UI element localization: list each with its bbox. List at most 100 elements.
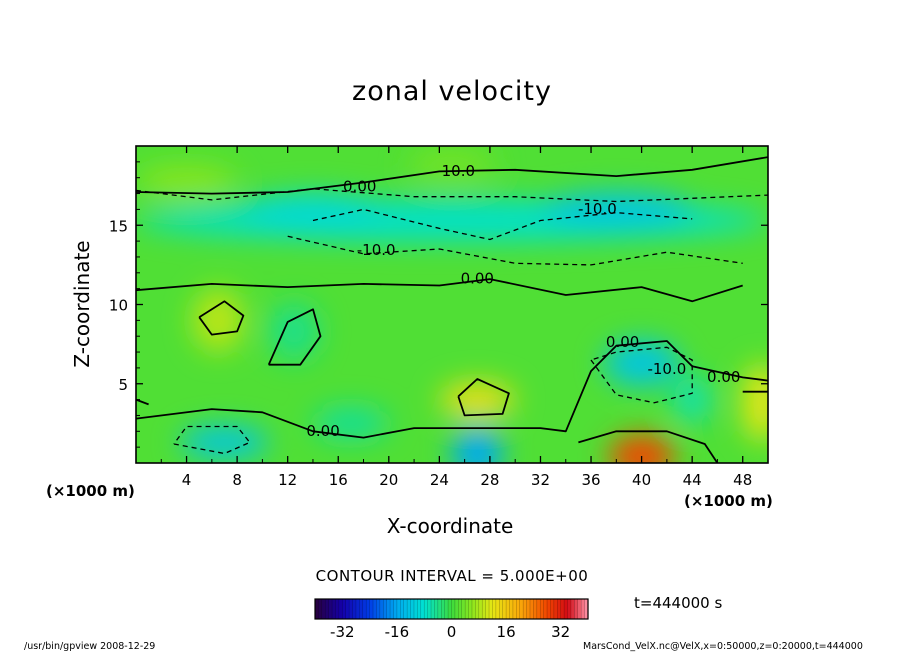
x-tick-label: 36	[581, 471, 600, 489]
colorbar-cell	[431, 599, 436, 619]
contour-label: 0.00	[707, 368, 740, 386]
colorbar-cell	[451, 599, 456, 619]
colorbar-cell	[369, 599, 374, 619]
colorbar-cell	[574, 599, 579, 619]
colorbar-cell	[410, 599, 415, 619]
colorbar-cell	[506, 599, 511, 619]
contour-line	[590, 346, 693, 404]
colorbar-cell	[400, 599, 405, 619]
time-label: t=444000 s	[634, 594, 723, 612]
x-tick-label: 12	[278, 471, 297, 489]
colorbar-cell	[417, 599, 422, 619]
colorbar-cell	[379, 599, 384, 619]
colorbar-tick-label: 0	[447, 623, 457, 641]
y-tick-label: 15	[109, 217, 128, 235]
colorbar-tick-label: -32	[330, 623, 355, 641]
colorbar-cell	[536, 599, 541, 619]
contour-line	[136, 398, 149, 406]
colorbar-cell	[342, 599, 347, 619]
colorbar-cell	[516, 599, 521, 619]
contour-line	[578, 430, 719, 463]
colorbar-cell	[482, 599, 487, 619]
field-region	[268, 302, 320, 360]
colorbar-cell	[550, 599, 555, 619]
colorbar-cell	[471, 599, 476, 619]
x-tick-label: 24	[430, 471, 449, 489]
field-region	[136, 166, 238, 196]
colorbar-cell	[543, 599, 548, 619]
colorbar-cell	[393, 599, 398, 619]
colorbar-cell	[523, 599, 528, 619]
colorbar-cell	[468, 599, 473, 619]
colorbar-tick-label: -16	[385, 623, 410, 641]
colorbar-cell	[475, 599, 480, 619]
contour-label: 0.00	[343, 178, 376, 196]
colorbar-cell	[448, 599, 453, 619]
colorbar-cell	[318, 599, 323, 619]
colorbar-cell	[352, 599, 357, 619]
field-region	[180, 426, 269, 459]
colorbar-cell	[495, 599, 500, 619]
colorbar-cell	[390, 599, 395, 619]
x-axis-unit: (×1000 m)	[684, 492, 773, 510]
colorbar-cell	[321, 599, 326, 619]
colorbar-cell	[519, 599, 524, 619]
x-tick-label: 8	[232, 471, 242, 489]
contour-line	[136, 340, 768, 439]
field-region	[312, 407, 389, 440]
colorbar-cell	[492, 599, 497, 619]
colorbar-cell	[362, 599, 367, 619]
y-tick-label: 5	[118, 376, 128, 394]
colorbar-cell	[345, 599, 350, 619]
x-tick-label: 28	[480, 471, 499, 489]
colorbar-cell	[512, 599, 517, 619]
colorbar-cell	[403, 599, 408, 619]
colorbar-cell	[441, 599, 446, 619]
y-tick-label: 10	[109, 297, 128, 315]
field-region	[540, 191, 693, 227]
contour-line	[457, 378, 510, 417]
colorbar-cell	[424, 599, 429, 619]
x-tick-label: 4	[182, 471, 192, 489]
contour-label: 0.00	[461, 270, 494, 288]
x-tick-label: 20	[379, 471, 398, 489]
colorbar-cell	[581, 599, 586, 619]
plot-area: 10.0 0.00 -10.0 -10.0 0.00 0.00 -10.0 0.00 0.00	[136, 146, 768, 463]
colorbar-cell	[570, 599, 575, 619]
contour-label: 10.0	[442, 162, 475, 180]
colorbar-cell	[407, 599, 412, 619]
colorbar-tick-label: 16	[497, 623, 516, 641]
colorbar-cell	[502, 599, 507, 619]
colorbar-cell	[396, 599, 401, 619]
colorbar-cell	[465, 599, 470, 619]
colorbar-tick-label: 32	[551, 623, 570, 641]
field-layer	[136, 146, 768, 463]
colorbar: -32 -16 0 16 32	[314, 598, 589, 641]
y-axis-unit: (×1000 m)	[46, 482, 135, 500]
colorbar-cell	[420, 599, 425, 619]
field-region	[452, 426, 503, 463]
footer-left: /usr/bin/gpview 2008-12-29	[24, 641, 156, 652]
x-tick-label: 48	[733, 471, 752, 489]
x-tick-label: 32	[531, 471, 550, 489]
contour-label: -10.0	[647, 360, 686, 378]
colorbar-cell	[383, 599, 388, 619]
colorbar-cell	[454, 599, 459, 619]
contour-label: -10.0	[357, 241, 396, 259]
field-region	[742, 363, 768, 443]
footer-right: MarsCond_VelX.nc@VelX,x=0:50000,z=0:2000…	[583, 641, 863, 652]
contour-interval-label: CONTOUR INTERVAL = 5.000E+00	[315, 567, 589, 585]
field-region	[439, 382, 516, 418]
colorbar-cell	[529, 599, 534, 619]
chart-title: zonal velocity	[352, 76, 552, 107]
field-region	[407, 147, 497, 183]
contour-line	[198, 300, 245, 336]
colorbar-cell	[373, 599, 378, 619]
colorbar-cell	[437, 599, 442, 619]
contour-lines	[136, 156, 768, 463]
colorbar-cell	[338, 599, 343, 619]
colorbar-cell	[366, 599, 371, 619]
x-tick-label: 16	[329, 471, 348, 489]
